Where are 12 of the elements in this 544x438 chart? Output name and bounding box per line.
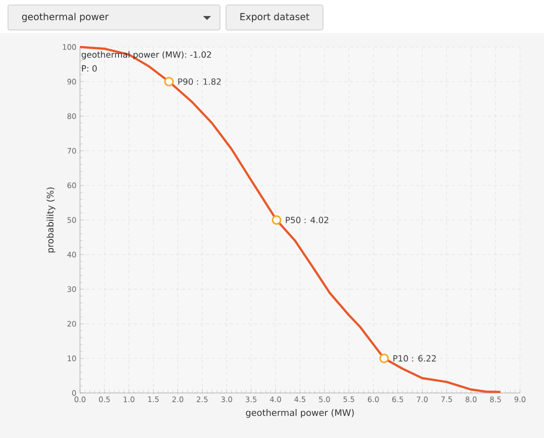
- annotation: P10 : 6.22: [393, 355, 436, 362]
- annotation: geothermal power (MW): -1.02: [82, 51, 211, 60]
- annotation: P: 0: [82, 65, 97, 72]
- point: [379, 354, 389, 364]
- text: Export dataset: [240, 12, 310, 22]
- x-axis-title: geothermal power (MW): [246, 409, 354, 418]
- y-axis-title: probability (%): [46, 188, 56, 252]
- point: [164, 76, 174, 86]
- text: geothermal power: [22, 12, 109, 22]
- annotation: P50 : 4.02: [286, 216, 328, 224]
- point: [272, 215, 282, 225]
- annotation: P90 : 1.82: [178, 78, 221, 85]
